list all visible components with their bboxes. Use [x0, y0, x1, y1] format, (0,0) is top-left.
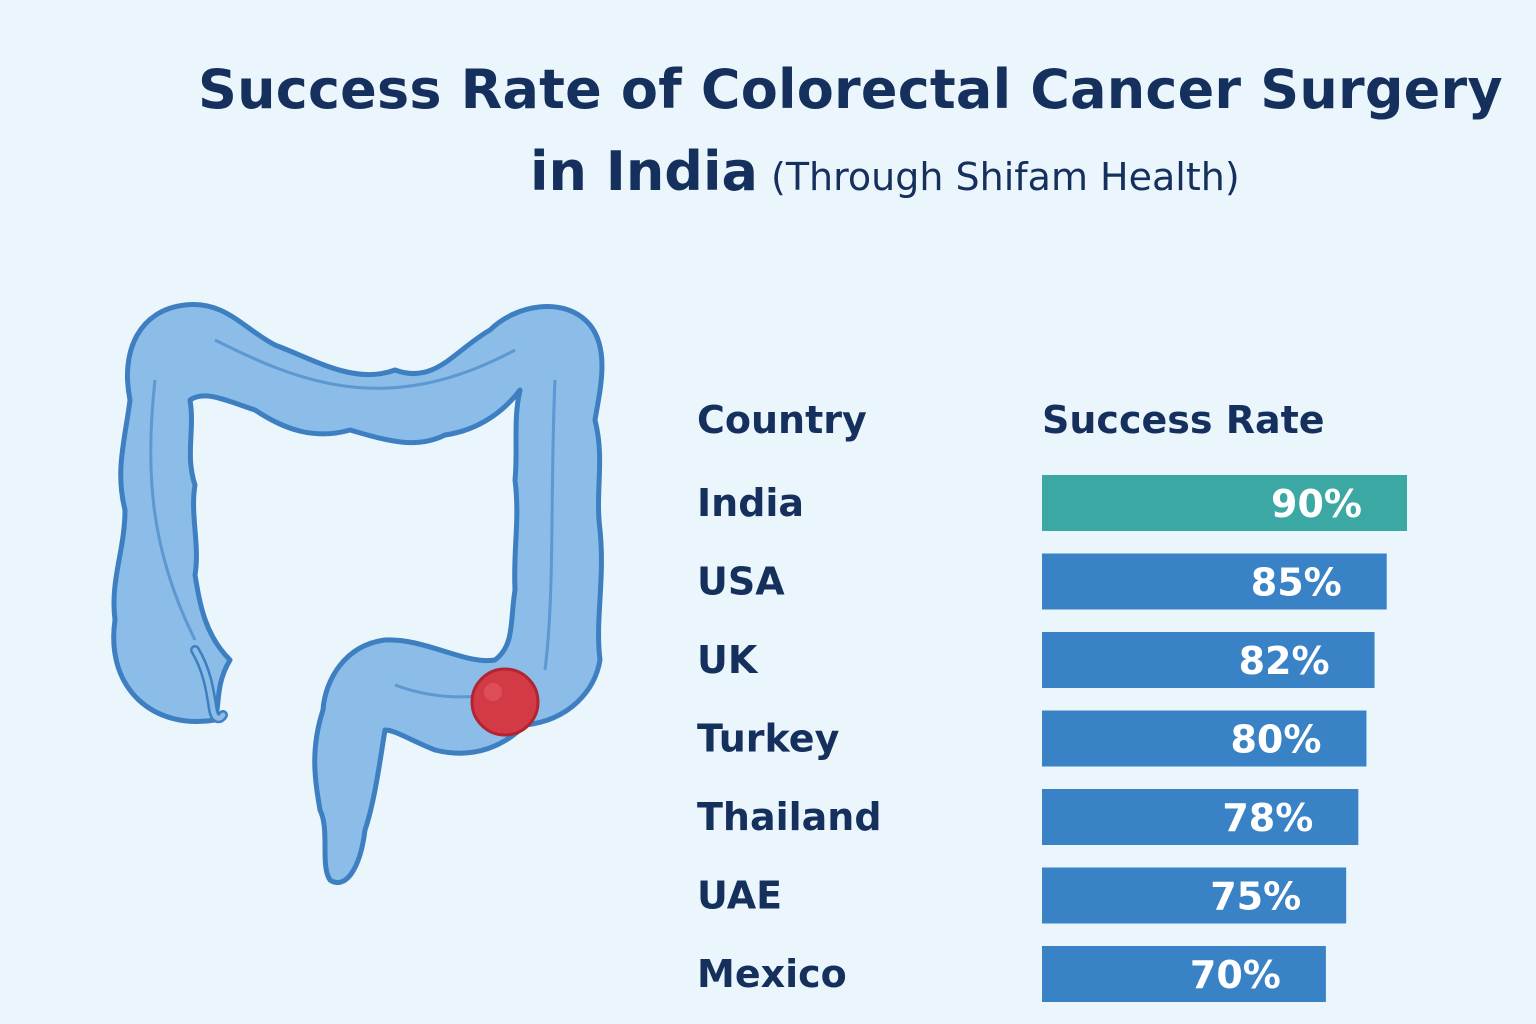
bar-mexico — [1042, 946, 1326, 1002]
page-title-continued: in India — [530, 140, 758, 203]
column-header-country: Country — [697, 398, 867, 442]
bar-value-uk: 82% — [1239, 639, 1330, 683]
bar-value-thailand: 78% — [1222, 796, 1313, 840]
title-line2: in India (Through Shifam Health) — [530, 140, 1240, 203]
bar-value-usa: 85% — [1251, 561, 1342, 605]
colon-shape — [111, 301, 605, 885]
bar-india — [1042, 475, 1407, 531]
bar-uk — [1042, 632, 1375, 688]
country-label-uae: UAE — [697, 874, 782, 918]
country-label-india: India — [697, 481, 804, 525]
country-label-thailand: Thailand — [697, 795, 882, 839]
colon-fold-lines — [149, 338, 557, 699]
bar-thailand — [1042, 789, 1359, 845]
tumor-texture — [484, 683, 502, 701]
bar-value-uae: 75% — [1210, 875, 1301, 919]
page-title: Success Rate of Colorectal Cancer Surger… — [198, 58, 1503, 121]
page-subtitle: (Through Shifam Health) — [771, 155, 1240, 199]
colon-with-tumor-icon — [111, 301, 605, 885]
bar-uae — [1042, 867, 1347, 924]
country-label-mexico: Mexico — [697, 952, 847, 996]
tumor-mark — [470, 667, 540, 737]
bar-usa — [1042, 553, 1387, 610]
country-label-usa: USA — [697, 560, 785, 604]
country-label-uk: UK — [697, 638, 759, 682]
bar-value-mexico: 70% — [1190, 953, 1281, 997]
appendix-fill — [192, 647, 226, 721]
bar-turkey — [1042, 710, 1367, 767]
bar-value-india: 90% — [1271, 482, 1362, 526]
bar-value-turkey: 80% — [1230, 718, 1321, 762]
country-label-turkey: Turkey — [697, 717, 840, 761]
column-header-success-rate: Success Rate — [1042, 398, 1325, 442]
